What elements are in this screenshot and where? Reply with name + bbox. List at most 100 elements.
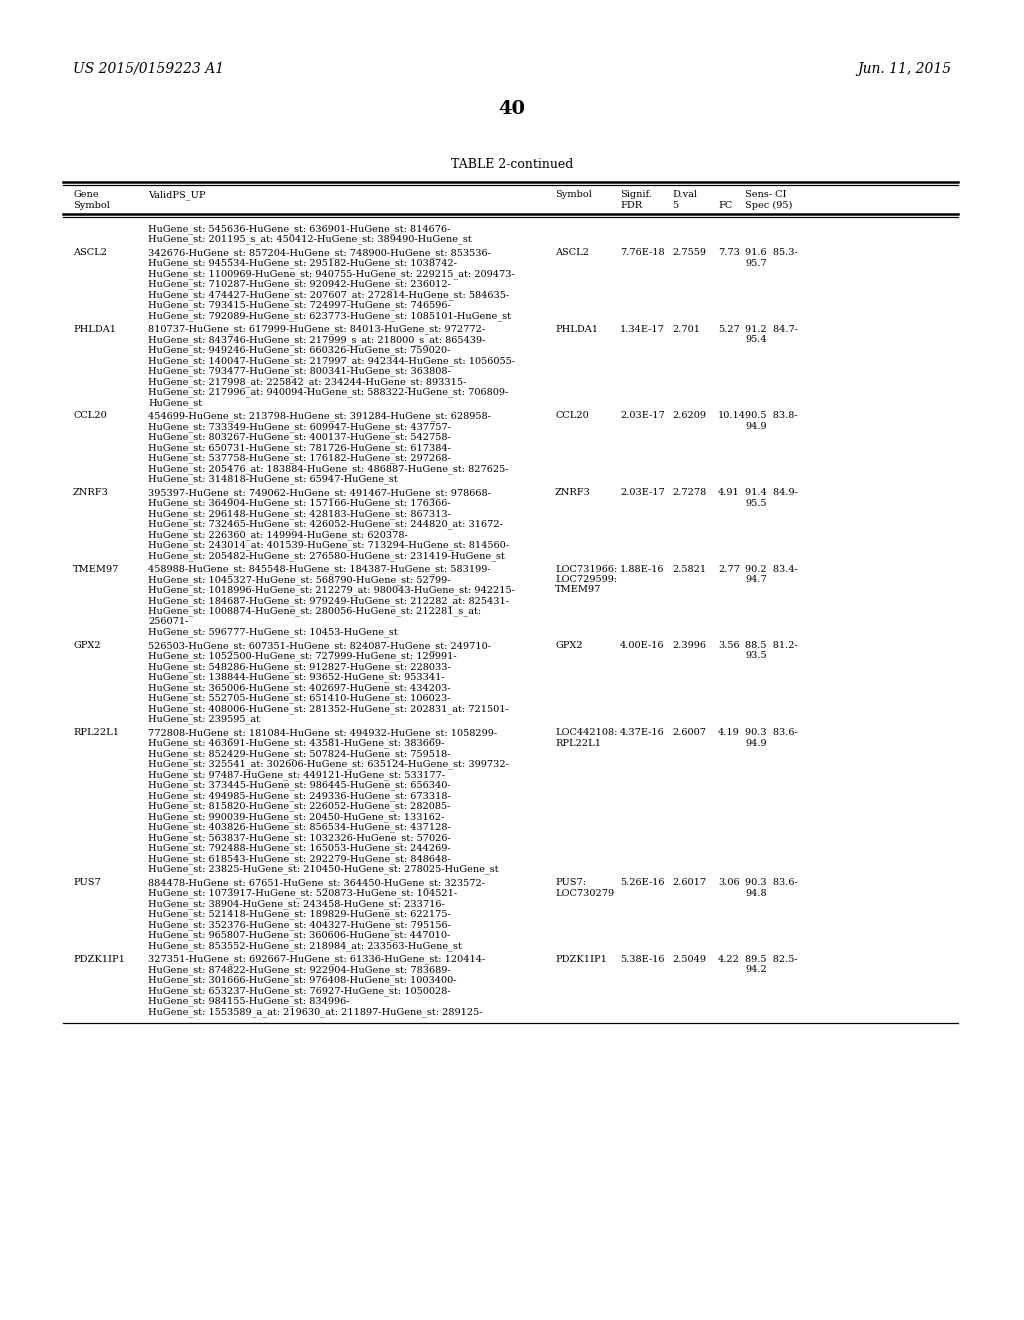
Text: PHLDA1: PHLDA1 xyxy=(73,325,116,334)
Text: 3.06: 3.06 xyxy=(718,878,739,887)
Text: HuGene_st: 1045327-HuGene_st: 568790-HuGene_st: 52799-: HuGene_st: 1045327-HuGene_st: 568790-HuG… xyxy=(148,576,451,585)
Text: 2.5049: 2.5049 xyxy=(672,954,706,964)
Text: 458988-HuGene_st: 845548-HuGene_st: 184387-HuGene_st: 583199-: 458988-HuGene_st: 845548-HuGene_st: 1843… xyxy=(148,565,490,574)
Text: HuGene_st: 984155-HuGene_st: 834996-: HuGene_st: 984155-HuGene_st: 834996- xyxy=(148,997,349,1006)
Text: HuGene_st: 710287-HuGene_st: 920942-HuGene_st: 236012-: HuGene_st: 710287-HuGene_st: 920942-HuGe… xyxy=(148,280,451,289)
Text: HuGene_st: 373445-HuGene_st: 986445-HuGene_st: 656340-: HuGene_st: 373445-HuGene_st: 986445-HuGe… xyxy=(148,780,451,791)
Text: HuGene_st: 243014_at: 401539-HuGene_st: 713294-HuGene_st: 814560-: HuGene_st: 243014_at: 401539-HuGene_st: … xyxy=(148,540,509,550)
Text: LOC731966:: LOC731966: xyxy=(555,565,617,573)
Text: HuGene_st: 545636-HuGene_st: 636901-HuGene_st: 814676-: HuGene_st: 545636-HuGene_st: 636901-HuGe… xyxy=(148,224,451,234)
Text: 7.73: 7.73 xyxy=(718,248,740,257)
Text: 10.14: 10.14 xyxy=(718,412,746,421)
Text: HuGene_st: 226360_at: 149994-HuGene_st: 620378-: HuGene_st: 226360_at: 149994-HuGene_st: … xyxy=(148,531,408,540)
Text: HuGene_st: 965807-HuGene_st: 360606-HuGene_st: 447010-: HuGene_st: 965807-HuGene_st: 360606-HuGe… xyxy=(148,931,451,940)
Text: Sens- CI: Sens- CI xyxy=(745,190,786,199)
Text: ValidPS_UP: ValidPS_UP xyxy=(148,190,206,199)
Text: TABLE 2-continued: TABLE 2-continued xyxy=(451,158,573,172)
Text: 4.91: 4.91 xyxy=(718,488,739,498)
Text: ZNRF3: ZNRF3 xyxy=(73,488,109,498)
Text: 91.4  84.9-: 91.4 84.9- xyxy=(745,488,798,498)
Text: 94.8: 94.8 xyxy=(745,888,767,898)
Text: GPX2: GPX2 xyxy=(555,642,583,649)
Text: HuGene_st: 217996_at: 940094-HuGene_st: 588322-HuGene_st: 706809-: HuGene_st: 217996_at: 940094-HuGene_st: … xyxy=(148,388,508,397)
Text: HuGene_st: 548286-HuGene_st: 912827-HuGene_st: 228033-: HuGene_st: 548286-HuGene_st: 912827-HuGe… xyxy=(148,663,451,672)
Text: 2.7278: 2.7278 xyxy=(672,488,707,498)
Text: US 2015/0159223 A1: US 2015/0159223 A1 xyxy=(73,62,224,77)
Text: D.val: D.val xyxy=(672,190,697,199)
Text: HuGene_st: 474427-HuGene_st: 207607_at: 272814-HuGene_st: 584635-: HuGene_st: 474427-HuGene_st: 207607_at: … xyxy=(148,290,509,300)
Text: RPL22L1: RPL22L1 xyxy=(555,738,601,747)
Text: HuGene_st: 653237-HuGene_st: 76927-HuGene_st: 1050028-: HuGene_st: 653237-HuGene_st: 76927-HuGen… xyxy=(148,986,451,995)
Text: 90.5  83.8-: 90.5 83.8- xyxy=(745,412,798,421)
Text: Gene: Gene xyxy=(73,190,98,199)
Text: LOC442108:: LOC442108: xyxy=(555,729,617,737)
Text: 94.9: 94.9 xyxy=(745,422,767,432)
Text: LOC730279: LOC730279 xyxy=(555,888,614,898)
Text: HuGene_st: 184687-HuGene_st: 979249-HuGene_st: 212282_at: 825431-: HuGene_st: 184687-HuGene_st: 979249-HuGe… xyxy=(148,597,509,606)
Text: ASCL2: ASCL2 xyxy=(555,248,589,257)
Text: 2.6007: 2.6007 xyxy=(672,729,706,737)
Text: 526503-HuGene_st: 607351-HuGene_st: 824087-HuGene_st: 249710-: 526503-HuGene_st: 607351-HuGene_st: 8240… xyxy=(148,642,490,651)
Text: HuGene_st: 1018996-HuGene_st: 212279_at: 980043-HuGene_st: 942215-: HuGene_st: 1018996-HuGene_st: 212279_at:… xyxy=(148,586,515,595)
Text: HuGene_st: 97487-HuGene_st: 449121-HuGene_st: 533177-: HuGene_st: 97487-HuGene_st: 449121-HuGen… xyxy=(148,770,445,780)
Text: 2.7559: 2.7559 xyxy=(672,248,706,257)
Text: HuGene_st: 38904-HuGene_st: 243458-HuGene_st: 233716-: HuGene_st: 38904-HuGene_st: 243458-HuGen… xyxy=(148,899,444,908)
Text: 4.00E-16: 4.00E-16 xyxy=(620,642,665,649)
Text: 256071-: 256071- xyxy=(148,616,188,626)
Text: 1.34E-17: 1.34E-17 xyxy=(620,325,665,334)
Text: HuGene_st: 463691-HuGene_st: 43581-HuGene_st: 383669-: HuGene_st: 463691-HuGene_st: 43581-HuGen… xyxy=(148,738,444,748)
Text: HuGene_st: 596777-HuGene_st: 10453-HuGene_st: HuGene_st: 596777-HuGene_st: 10453-HuGen… xyxy=(148,627,397,638)
Text: 772808-HuGene_st: 181084-HuGene_st: 494932-HuGene_st: 1058299-: 772808-HuGene_st: 181084-HuGene_st: 4949… xyxy=(148,729,497,738)
Text: HuGene_st: 793477-HuGene_st: 800341-HuGene_st: 363808-: HuGene_st: 793477-HuGene_st: 800341-HuGe… xyxy=(148,367,451,376)
Text: GPX2: GPX2 xyxy=(73,642,100,649)
Text: HuGene_st: 138844-HuGene_st: 93652-HuGene_st: 953341-: HuGene_st: 138844-HuGene_st: 93652-HuGen… xyxy=(148,672,444,682)
Text: HuGene_st: 732465-HuGene_st: 426052-HuGene_st: 244820_at: 31672-: HuGene_st: 732465-HuGene_st: 426052-HuGe… xyxy=(148,520,503,529)
Text: HuGene_st: 552705-HuGene_st: 651410-HuGene_st: 106023-: HuGene_st: 552705-HuGene_st: 651410-HuGe… xyxy=(148,693,451,704)
Text: 810737-HuGene_st: 617999-HuGene_st: 84013-HuGene_st: 972772-: 810737-HuGene_st: 617999-HuGene_st: 8401… xyxy=(148,325,485,334)
Text: FC: FC xyxy=(718,201,732,210)
Text: LOC729599:: LOC729599: xyxy=(555,576,617,583)
Text: 90.2  83.4-: 90.2 83.4- xyxy=(745,565,798,573)
Text: FDR: FDR xyxy=(620,201,642,210)
Text: 4.37E-16: 4.37E-16 xyxy=(620,729,665,737)
Text: HuGene_st: 792089-HuGene_st: 623773-HuGene_st: 1085101-HuGene_st: HuGene_st: 792089-HuGene_st: 623773-HuGe… xyxy=(148,312,511,321)
Text: 342676-HuGene_st: 857204-HuGene_st: 748900-HuGene_st: 853536-: 342676-HuGene_st: 857204-HuGene_st: 7489… xyxy=(148,248,490,257)
Text: HuGene_st: 650731-HuGene_st: 781726-HuGene_st: 617384-: HuGene_st: 650731-HuGene_st: 781726-HuGe… xyxy=(148,444,451,453)
Text: PUS7:: PUS7: xyxy=(555,878,586,887)
Text: HuGene_st: 239595_at: HuGene_st: 239595_at xyxy=(148,714,260,725)
Text: 3.56: 3.56 xyxy=(718,642,739,649)
Text: HuGene_st: HuGene_st xyxy=(148,399,202,408)
Text: HuGene_st: 325541_at: 302606-HuGene_st: 635124-HuGene_st: 399732-: HuGene_st: 325541_at: 302606-HuGene_st: … xyxy=(148,759,509,770)
Text: HuGene_st: 803267-HuGene_st: 400137-HuGene_st: 542758-: HuGene_st: 803267-HuGene_st: 400137-HuGe… xyxy=(148,433,451,442)
Text: HuGene_st: 301666-HuGene_st: 976408-HuGene_st: 1003400-: HuGene_st: 301666-HuGene_st: 976408-HuGe… xyxy=(148,975,457,985)
Text: HuGene_st: 618543-HuGene_st: 292279-HuGene_st: 848648-: HuGene_st: 618543-HuGene_st: 292279-HuGe… xyxy=(148,854,451,863)
Text: 40: 40 xyxy=(499,100,525,117)
Text: Jun. 11, 2015: Jun. 11, 2015 xyxy=(857,62,951,77)
Text: HuGene_st: 793415-HuGene_st: 724997-HuGene_st: 746596-: HuGene_st: 793415-HuGene_st: 724997-HuGe… xyxy=(148,301,451,310)
Text: PUS7: PUS7 xyxy=(73,878,100,887)
Text: 2.77: 2.77 xyxy=(718,565,740,573)
Text: 2.03E-17: 2.03E-17 xyxy=(620,488,665,498)
Text: HuGene_st: 140047-HuGene_st: 217997_at: 942344-HuGene_st: 1056055-: HuGene_st: 140047-HuGene_st: 217997_at: … xyxy=(148,356,515,366)
Text: 2.5821: 2.5821 xyxy=(672,565,707,573)
Text: HuGene_st: 1052500-HuGene_st: 727999-HuGene_st: 129991-: HuGene_st: 1052500-HuGene_st: 727999-HuG… xyxy=(148,652,457,661)
Text: HuGene_st: 364904-HuGene_st: 157166-HuGene_st: 176366-: HuGene_st: 364904-HuGene_st: 157166-HuGe… xyxy=(148,499,451,508)
Text: HuGene_st: 201195_s_at: 450412-HuGene_st: 389490-HuGene_st: HuGene_st: 201195_s_at: 450412-HuGene_st… xyxy=(148,235,472,244)
Text: HuGene_st: 563837-HuGene_st: 1032326-HuGene_st: 57026-: HuGene_st: 563837-HuGene_st: 1032326-HuG… xyxy=(148,833,451,842)
Text: HuGene_st: 494985-HuGene_st: 249336-HuGene_st: 673318-: HuGene_st: 494985-HuGene_st: 249336-HuGe… xyxy=(148,791,451,801)
Text: HuGene_st: 1008874-HuGene_st: 280056-HuGene_st: 212281_s_at:: HuGene_st: 1008874-HuGene_st: 280056-HuG… xyxy=(148,606,481,616)
Text: 2.6209: 2.6209 xyxy=(672,412,706,421)
Text: RPL22L1: RPL22L1 xyxy=(73,729,119,737)
Text: 90.3  83.6-: 90.3 83.6- xyxy=(745,878,798,887)
Text: HuGene_st: 352376-HuGene_st: 404327-HuGene_st: 795156-: HuGene_st: 352376-HuGene_st: 404327-HuGe… xyxy=(148,920,451,929)
Text: HuGene_st: 792488-HuGene_st: 165053-HuGene_st: 244269-: HuGene_st: 792488-HuGene_st: 165053-HuGe… xyxy=(148,843,451,853)
Text: 94.7: 94.7 xyxy=(745,576,767,583)
Text: HuGene_st: 874822-HuGene_st: 922904-HuGene_st: 783689-: HuGene_st: 874822-HuGene_st: 922904-HuGe… xyxy=(148,965,451,974)
Text: HuGene_st: 853552-HuGene_st: 218984_at: 233563-HuGene_st: HuGene_st: 853552-HuGene_st: 218984_at: … xyxy=(148,941,462,950)
Text: Spec (95): Spec (95) xyxy=(745,201,793,210)
Text: CCL20: CCL20 xyxy=(555,412,589,421)
Text: 89.5  82.5-: 89.5 82.5- xyxy=(745,954,798,964)
Text: 2.03E-17: 2.03E-17 xyxy=(620,412,665,421)
Text: Symbol: Symbol xyxy=(555,190,592,199)
Text: PHLDA1: PHLDA1 xyxy=(555,325,598,334)
